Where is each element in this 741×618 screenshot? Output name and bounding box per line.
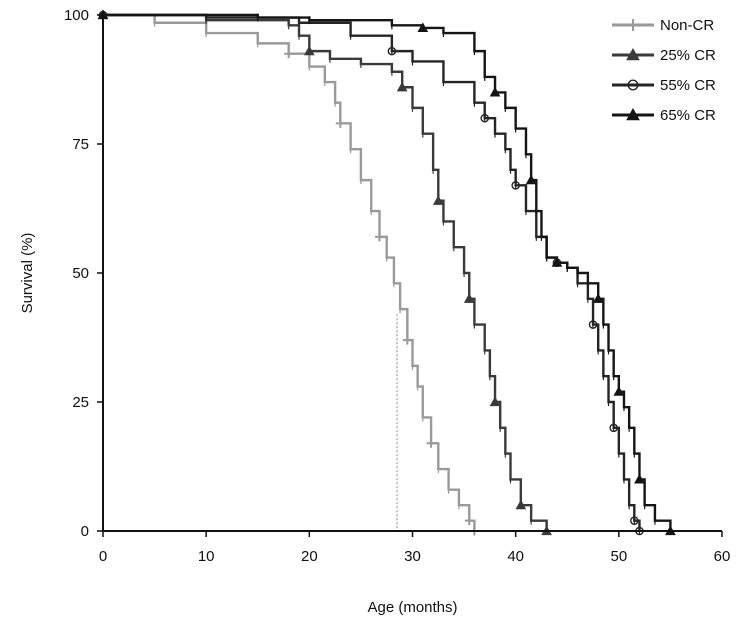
series-marker [626,47,640,61]
series-marker [551,257,563,267]
series-55-cr [98,10,644,536]
x-tick-label: 50 [610,548,627,565]
x-tick-label: 0 [99,548,107,565]
series-marker [374,232,384,242]
series-marker [630,516,639,525]
series-marker [426,438,436,448]
y-tick-label: 75 [72,136,89,153]
series-marker [627,19,639,31]
x-tick-label: 20 [301,548,318,565]
legend-label: 65% CR [660,107,716,124]
series-marker [480,113,490,123]
series-marker [396,81,408,92]
y-tick-label: 0 [81,523,89,540]
legend-item: 55% CR [612,77,716,94]
legend-label: 25% CR [660,47,716,64]
x-axis-title: Age (months) [367,599,457,616]
legend: Non-CR 25% CR 55% CR 65% CR [612,17,716,124]
series-marker [335,118,345,128]
y-tick-label: 100 [64,7,89,24]
series-marker [609,423,618,433]
series-marker [511,180,520,190]
series-65-cr [97,9,676,536]
series-marker [417,22,429,32]
series-marker [613,386,625,396]
legend-item: Non-CR [612,17,714,34]
series-marker [303,45,315,56]
series-marker [626,107,640,121]
x-tick-label: 60 [714,548,731,565]
series-marker [634,473,645,484]
y-tick-label: 50 [72,265,89,282]
x-tick-label: 10 [198,548,215,565]
series-line [103,13,476,531]
legend-item: 65% CR [612,107,716,124]
series-marker [402,335,412,345]
series-marker [525,174,537,185]
series-25-cr [97,9,552,536]
x-tick-label: 30 [404,548,421,565]
series-marker [592,293,604,303]
legend-label: Non-CR [660,17,714,34]
legend-item: 25% CR [612,47,716,64]
series-line [103,13,641,531]
x-tick-label: 40 [507,548,524,565]
legend-label: 55% CR [660,77,716,94]
ticks-layer: 0 10 20 30 40 50 60 0 25 50 75 100 [64,7,730,565]
series-marker [588,320,598,329]
series-line [103,13,548,531]
series-layer [97,9,676,536]
y-tick-label: 25 [72,394,89,411]
series-marker [515,499,527,510]
series-marker [284,49,294,59]
series-marker [489,86,501,97]
series-marker [627,79,639,91]
series-non-cr [98,10,479,536]
y-axis-title: Survival (%) [19,233,36,314]
series-marker [463,293,475,303]
series-marker [489,396,501,407]
series-marker [464,516,474,526]
series-line [103,13,672,531]
series-marker [432,195,444,205]
series-marker [387,46,397,56]
